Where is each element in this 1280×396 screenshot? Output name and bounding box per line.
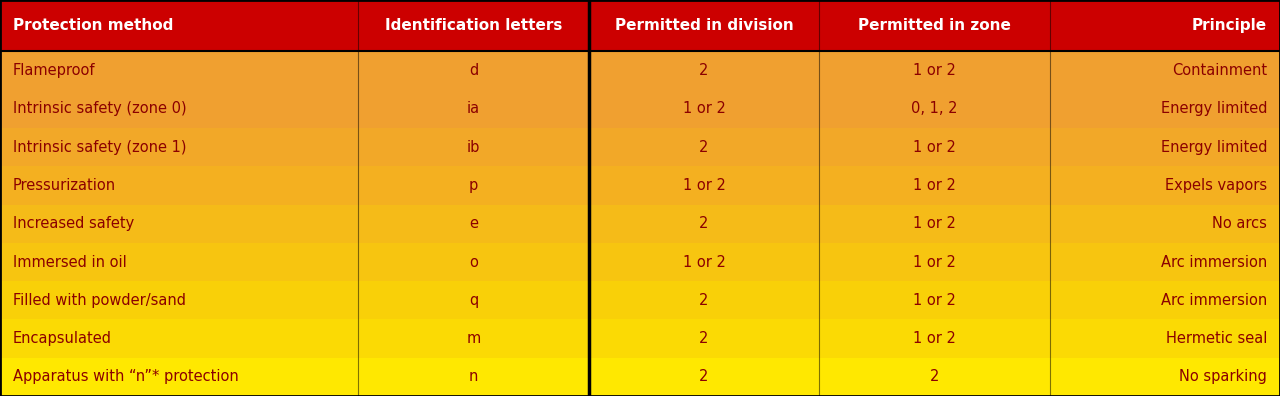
FancyBboxPatch shape [0,281,1280,320]
Text: Arc immersion: Arc immersion [1161,255,1267,270]
Text: ia: ia [467,101,480,116]
Text: Filled with powder/sand: Filled with powder/sand [13,293,186,308]
Text: Permitted in zone: Permitted in zone [858,18,1011,33]
Text: 2: 2 [929,369,940,385]
Text: p: p [468,178,479,193]
Text: m: m [466,331,481,346]
FancyBboxPatch shape [0,205,1280,243]
Text: ib: ib [467,140,480,155]
Text: No sparking: No sparking [1179,369,1267,385]
Text: Apparatus with “n”* protection: Apparatus with “n”* protection [13,369,238,385]
Text: 1 or 2: 1 or 2 [913,255,956,270]
Text: 1 or 2: 1 or 2 [913,216,956,231]
Text: Increased safety: Increased safety [13,216,134,231]
Text: 1 or 2: 1 or 2 [913,331,956,346]
FancyBboxPatch shape [0,90,1280,128]
Text: 2: 2 [699,293,709,308]
Text: e: e [468,216,479,231]
Text: Expels vapors: Expels vapors [1165,178,1267,193]
Text: 2: 2 [699,140,709,155]
Text: 1 or 2: 1 or 2 [682,255,726,270]
Text: 1 or 2: 1 or 2 [913,293,956,308]
Text: q: q [468,293,479,308]
FancyBboxPatch shape [0,51,1280,90]
Text: 2: 2 [699,331,709,346]
Text: Permitted in division: Permitted in division [614,18,794,33]
FancyBboxPatch shape [0,320,1280,358]
Text: Identification letters: Identification letters [385,18,562,33]
Text: 2: 2 [699,216,709,231]
FancyBboxPatch shape [0,128,1280,166]
Text: Protection method: Protection method [13,18,173,33]
Text: Energy limited: Energy limited [1161,101,1267,116]
Text: Flameproof: Flameproof [13,63,95,78]
FancyBboxPatch shape [0,243,1280,281]
FancyBboxPatch shape [0,0,1280,51]
Text: Immersed in oil: Immersed in oil [13,255,127,270]
Text: Hermetic seal: Hermetic seal [1166,331,1267,346]
Text: Energy limited: Energy limited [1161,140,1267,155]
Text: d: d [468,63,479,78]
Text: No arcs: No arcs [1212,216,1267,231]
Text: 1 or 2: 1 or 2 [682,178,726,193]
FancyBboxPatch shape [0,166,1280,205]
Text: Intrinsic safety (zone 1): Intrinsic safety (zone 1) [13,140,187,155]
Text: 2: 2 [699,369,709,385]
Text: 1 or 2: 1 or 2 [913,178,956,193]
Text: n: n [468,369,479,385]
Text: Encapsulated: Encapsulated [13,331,111,346]
Text: Arc immersion: Arc immersion [1161,293,1267,308]
FancyBboxPatch shape [0,358,1280,396]
Text: 2: 2 [699,63,709,78]
Text: Intrinsic safety (zone 0): Intrinsic safety (zone 0) [13,101,187,116]
Text: 1 or 2: 1 or 2 [913,140,956,155]
Text: 1 or 2: 1 or 2 [913,63,956,78]
Text: o: o [470,255,477,270]
Text: Pressurization: Pressurization [13,178,116,193]
Text: Principle: Principle [1192,18,1267,33]
Text: Containment: Containment [1172,63,1267,78]
Text: 0, 1, 2: 0, 1, 2 [911,101,957,116]
Text: 1 or 2: 1 or 2 [682,101,726,116]
